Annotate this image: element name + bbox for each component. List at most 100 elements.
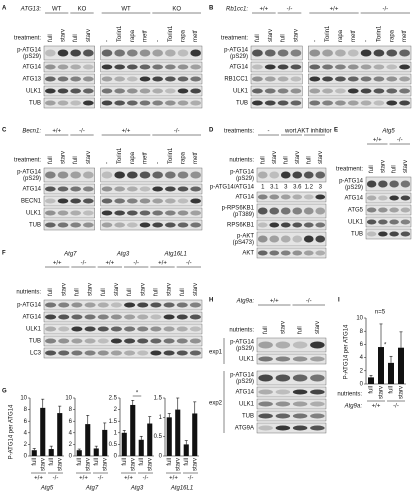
band (152, 222, 163, 228)
band (127, 64, 138, 70)
lane: full (306, 156, 312, 164)
band (110, 302, 122, 308)
row-label: TUB (29, 223, 41, 229)
band (176, 302, 188, 308)
group: AKT inhibitor (297, 129, 331, 135)
band (71, 350, 83, 356)
row-label: AKT (242, 251, 254, 257)
lane: full (48, 288, 54, 296)
band (347, 100, 359, 106)
band (189, 326, 201, 332)
row-label: ATG14 (229, 65, 248, 71)
band (386, 64, 398, 70)
band (315, 194, 326, 200)
x-tick-label: full (94, 458, 100, 466)
band (275, 356, 291, 362)
gene-label: Atg7 (63, 252, 77, 258)
band (152, 198, 163, 204)
band (139, 76, 151, 82)
blot-strip (308, 61, 412, 73)
band (137, 338, 149, 344)
ratio-value: 3 (319, 185, 323, 191)
lane: Torin1 (168, 147, 174, 164)
y-tick-label: 10 (20, 396, 27, 402)
bar (388, 362, 394, 384)
blot-strip (43, 347, 203, 359)
band (292, 235, 303, 243)
band (152, 186, 163, 192)
row-label: ATG13 (22, 77, 41, 83)
band (386, 100, 398, 106)
lane: full (180, 288, 186, 296)
y-tick-label: 0 (69, 454, 73, 460)
group: -/- (186, 261, 192, 267)
band (177, 76, 189, 82)
band (310, 425, 325, 431)
band (152, 49, 163, 57)
y-tick-label: 8 (69, 407, 73, 413)
band (152, 210, 163, 216)
band (101, 100, 113, 106)
band (152, 100, 163, 106)
band (290, 64, 302, 70)
band (45, 88, 56, 94)
band (399, 49, 410, 57)
band (309, 100, 321, 106)
band (347, 76, 359, 82)
band (347, 64, 359, 70)
band (165, 222, 176, 228)
blot-strip (256, 370, 327, 386)
band (366, 207, 377, 213)
panel-letter: C (2, 128, 7, 134)
band (310, 356, 325, 362)
bar (175, 409, 181, 456)
y-tick-label: 2 (360, 368, 364, 374)
band (177, 64, 189, 70)
row-label: ATG14 (22, 187, 41, 193)
band (303, 250, 314, 256)
group: WT (121, 7, 131, 13)
row-label: LC3 (30, 351, 42, 357)
lane: full (369, 165, 375, 173)
lane: full (73, 34, 79, 42)
blot-strip (365, 192, 412, 204)
x-tick-label: full (49, 458, 55, 466)
band (70, 210, 81, 216)
band (335, 100, 346, 106)
blot-strip (100, 97, 203, 109)
row-label: p-ATG14 (230, 373, 255, 379)
band (83, 64, 94, 70)
band (71, 302, 83, 308)
band (127, 198, 138, 204)
y-tick-label: 0.5 (109, 442, 118, 448)
band (277, 64, 289, 70)
band (347, 49, 359, 57)
band (177, 222, 189, 228)
band (366, 195, 377, 201)
row-label: ULK1 (233, 89, 249, 95)
group: wort. (284, 129, 298, 135)
band (137, 314, 149, 320)
panel-letter: A (2, 6, 7, 12)
band (275, 425, 291, 431)
band (45, 222, 56, 228)
lane: starv (61, 151, 67, 164)
lane: rapa (130, 29, 136, 42)
band (335, 64, 346, 70)
x-tick-label: starv (130, 458, 136, 471)
band (257, 207, 268, 215)
blot-strip (43, 219, 95, 231)
group: +/+ (124, 476, 133, 482)
band (378, 195, 388, 201)
band (124, 314, 136, 320)
lane-label: treatment: (14, 36, 41, 42)
band (71, 314, 83, 320)
band (292, 222, 303, 228)
lane: - (364, 40, 370, 42)
row-label: TUB (351, 232, 363, 238)
band (83, 76, 94, 82)
ratio-value: 3.6 (293, 185, 302, 191)
band (57, 171, 69, 179)
band (292, 356, 308, 362)
blot-strip (256, 422, 327, 434)
